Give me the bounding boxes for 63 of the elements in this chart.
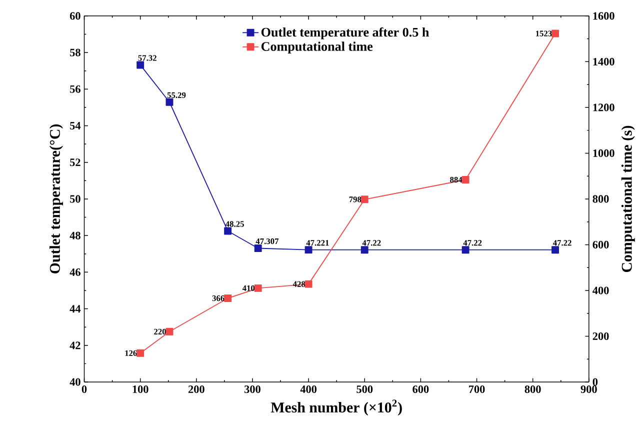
data-label: 220 <box>154 329 166 335</box>
y2-tick-label: 1600 <box>593 12 614 20</box>
x-tick-label: 500 <box>356 386 373 394</box>
y-axis-title: Outlet temperature(°C) <box>49 124 63 274</box>
x-tick-label: 100 <box>132 386 148 394</box>
data-label: 798 <box>349 196 362 202</box>
y2-tick-label: 1400 <box>593 58 614 66</box>
y2-axis-title: Computational time (s) <box>621 126 635 272</box>
y2-tick-label: 200 <box>592 332 609 340</box>
y-tick-label: 46 <box>70 268 80 276</box>
x-tick-label: 900 <box>580 386 597 394</box>
y2-tick-label: 0 <box>592 378 598 386</box>
point <box>254 284 262 292</box>
y2-tick-label: 400 <box>592 286 609 294</box>
point <box>304 246 312 254</box>
x-tick-label: 0 <box>82 386 87 394</box>
data-label: 57.32 <box>138 55 156 62</box>
data-label: 47.22 <box>362 240 381 246</box>
point <box>360 196 368 204</box>
y-tick-label: 40 <box>70 378 80 386</box>
data-label: 47.22 <box>552 240 572 246</box>
y-tick-label: 58 <box>70 48 80 56</box>
point <box>254 244 262 252</box>
data-label: 48.25 <box>226 221 244 228</box>
y-tick-label: 52 <box>70 158 80 166</box>
point <box>360 246 368 254</box>
y-tick-label: 42 <box>70 342 80 350</box>
point <box>136 350 144 358</box>
data-label: 47.221 <box>306 240 329 246</box>
point <box>166 328 174 336</box>
point <box>136 61 144 69</box>
x-tick-label: 300 <box>244 386 260 394</box>
y-tick-label: 56 <box>70 86 80 94</box>
x-tick-label: 800 <box>524 386 541 394</box>
x-tick-label: 200 <box>188 386 204 394</box>
point <box>166 98 174 106</box>
legend-label: Computational time <box>261 42 373 54</box>
y-tick-label: 50 <box>70 195 80 203</box>
y2-tick-label: 1200 <box>593 104 614 112</box>
data-label: 884 <box>450 177 462 183</box>
x-axis-title: Mesh number (×10$^{2}$) <box>270 400 402 416</box>
y-tick-label: 44 <box>70 305 81 313</box>
point <box>462 176 470 184</box>
x-tick-label: 700 <box>469 386 485 394</box>
data-label: 55.29 <box>167 92 186 98</box>
data-label: 410 <box>242 286 255 292</box>
point <box>224 294 232 302</box>
point <box>224 227 232 235</box>
y-tick-label: 48 <box>70 232 80 240</box>
point <box>552 30 559 38</box>
x-tick-label: 600 <box>412 386 429 394</box>
y2-tick-label: 800 <box>592 195 609 203</box>
point <box>304 280 312 288</box>
legend-label: Outlet temperature after 0.5 h <box>261 28 430 40</box>
data-label: 47.307 <box>256 238 279 244</box>
x-tick-label: 400 <box>300 386 317 394</box>
point <box>462 246 470 254</box>
point <box>552 246 559 254</box>
y-tick-label: 60 <box>70 12 80 20</box>
y2-tick-label: 600 <box>592 241 609 249</box>
y2-tick-label: 1000 <box>593 150 614 158</box>
data-label: 47.22 <box>463 240 482 246</box>
y-tick-label: 54 <box>70 122 81 130</box>
